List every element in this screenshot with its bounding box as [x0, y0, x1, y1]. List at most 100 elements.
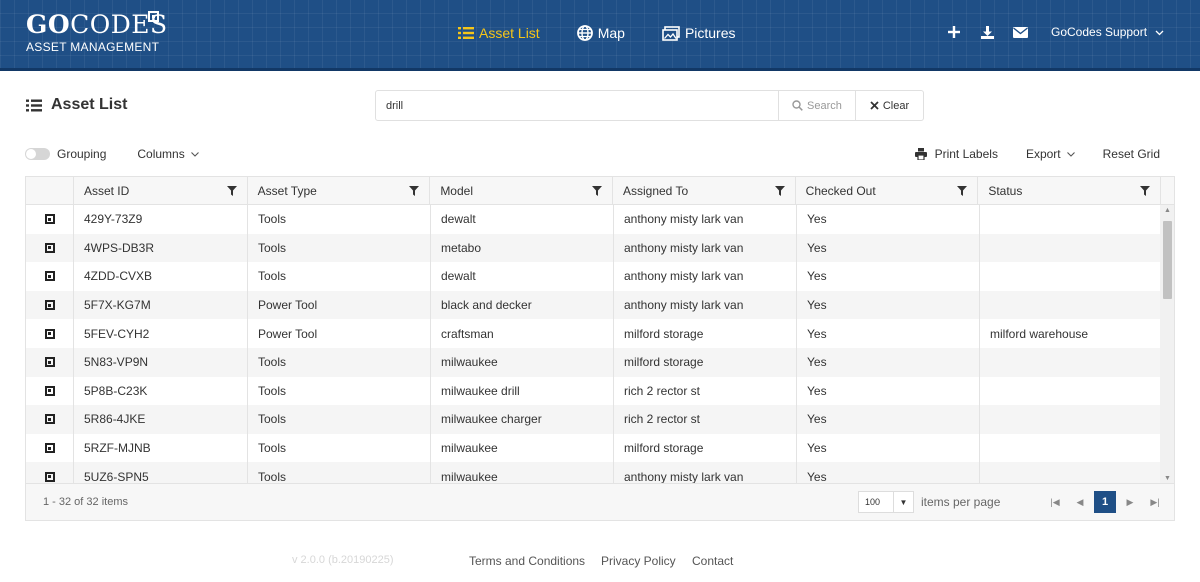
table-cell: milwaukee charger [430, 405, 613, 434]
row-select-checkbox[interactable] [44, 443, 55, 454]
search-button[interactable]: Search [779, 90, 856, 121]
top-header: GOCODES ASSET MANAGEMENT Asset List Map … [0, 0, 1200, 71]
column-header-asset-type[interactable]: Asset Type [246, 177, 430, 205]
row-select-checkbox[interactable] [44, 271, 55, 282]
scroll-up-icon[interactable]: ▲ [1164, 207, 1171, 214]
terms-link[interactable]: Terms and Conditions [469, 554, 586, 568]
table-cell: Tools [247, 262, 430, 291]
table-row[interactable]: 5R86-4JKE Tools milwaukee charger rich 2 re… [26, 405, 1174, 434]
nav-asset-list[interactable]: Asset List [458, 25, 540, 41]
row-select-checkbox[interactable] [44, 385, 55, 396]
row-select-checkbox[interactable] [44, 300, 55, 311]
page-title-text: Asset List [51, 96, 128, 113]
table-row[interactable]: 5N83-VP9N Tools milwaukee milford storage Ye… [26, 347, 1174, 377]
table-cell: Tools [247, 205, 430, 234]
grouping-toggle[interactable] [25, 148, 50, 160]
main-nav: Asset List Map Pictures [458, 25, 773, 41]
row-select-checkbox[interactable] [44, 471, 55, 482]
table-row[interactable]: 429Y-73Z9 Tools dewalt anthony misty lark v… [26, 205, 1174, 234]
filter-icon[interactable] [226, 186, 237, 196]
table-row[interactable]: 5F7X-KG7M Power Tool black and decker antho… [26, 290, 1174, 320]
nav-map[interactable]: Map [576, 25, 625, 41]
vertical-scrollbar[interactable]: ▲ ▼ [1160, 205, 1174, 484]
first-page-icon[interactable]: |◀ [1050, 496, 1060, 507]
filter-icon[interactable] [774, 186, 785, 196]
row-select-checkbox[interactable] [44, 357, 55, 368]
page-button-current[interactable]: 1 [1094, 491, 1116, 513]
row-select-checkbox[interactable] [44, 242, 55, 253]
table-cell: milwaukee drill [430, 376, 613, 406]
column-header-assigned-to[interactable]: Assigned To [611, 177, 795, 205]
list-icon [26, 99, 42, 112]
table-cell: anthony misty lark van [613, 462, 796, 484]
row-select-checkbox[interactable] [44, 414, 55, 425]
table-row[interactable]: 4WPS-DB3R Tools metabo anthony misty lark v… [26, 233, 1174, 263]
table-cell: Yes [796, 262, 979, 291]
table-cell [979, 433, 1162, 463]
printer-icon [914, 148, 927, 160]
grid-toolbar-right: Print Labels Export Reset Grid [887, 147, 1160, 161]
print-labels-button[interactable]: Print Labels [914, 147, 998, 161]
plus-icon[interactable] [946, 22, 962, 42]
privacy-link[interactable]: Privacy Policy [601, 554, 676, 568]
last-page-icon[interactable]: ▶| [1150, 496, 1160, 507]
user-menu[interactable]: GoCodes Support [1051, 25, 1164, 39]
select-column-header [26, 177, 73, 205]
columns-dropdown[interactable]: Columns [137, 147, 199, 161]
filter-icon[interactable] [1140, 186, 1150, 196]
table-cell: Yes [796, 462, 979, 484]
row-select-checkbox[interactable] [44, 214, 55, 225]
table-cell: Yes [796, 405, 979, 434]
grid-footer: 1 - 32 of 32 items 100 ▼ items per page … [26, 483, 1174, 520]
table-cell: Tools [247, 376, 430, 406]
nav-pictures[interactable]: Pictures [662, 25, 736, 41]
row-select-checkbox[interactable] [44, 328, 55, 339]
reset-grid-button[interactable]: Reset Grid [1103, 147, 1160, 161]
row-select-cell [26, 405, 73, 434]
logo-go: GO [26, 10, 71, 39]
page-size-select[interactable]: 100 ▼ [858, 491, 914, 513]
user-name: GoCodes Support [1051, 25, 1148, 39]
version-text: v 2.0.0 (b.20190225) [292, 554, 394, 566]
table-row[interactable]: 5P8B-C23K Tools milwaukee drill rich 2 rect… [26, 376, 1174, 406]
column-header-checked-out[interactable]: Checked Out [794, 177, 978, 205]
filter-icon[interactable] [957, 186, 968, 196]
logo-subtitle: ASSET MANAGEMENT [26, 40, 160, 54]
table-row[interactable]: 5FEV-CYH2 Power Tool craftsman milford stor… [26, 319, 1174, 348]
download-icon[interactable] [979, 22, 995, 42]
scrollbar-thumb[interactable] [1163, 221, 1172, 299]
column-header-status[interactable]: Status [977, 177, 1160, 205]
table-cell: Power Tool [247, 319, 430, 348]
table-cell [979, 262, 1162, 291]
table-row[interactable]: 4ZDD-CVXB Tools dewalt anthony misty lark v… [26, 262, 1174, 291]
table-row[interactable]: 5UZ6-SPN5 Tools milwaukee anthony misty lar… [26, 462, 1174, 484]
table-cell [979, 205, 1162, 234]
logo-text: GOCODES [26, 12, 168, 38]
envelope-icon[interactable] [1012, 22, 1028, 42]
table-cell: Yes [796, 347, 979, 377]
nav-pictures-label: Pictures [684, 25, 736, 41]
filter-icon[interactable] [591, 186, 602, 196]
contact-link[interactable]: Contact [692, 554, 734, 568]
table-cell: 5R86-4JKE [73, 405, 247, 434]
table-cell: craftsman [430, 319, 613, 348]
pagination: |◀ ◀ 1 ▶ ▶| [1044, 491, 1169, 513]
table-row[interactable]: 5RZF-MJNB Tools milwaukee milford storage Ye… [26, 433, 1174, 463]
items-count: 1 - 32 of 32 items [43, 496, 128, 508]
export-dropdown[interactable]: Export [1026, 147, 1075, 161]
filter-icon[interactable] [409, 186, 420, 196]
scroll-down-icon[interactable]: ▼ [1164, 475, 1171, 482]
column-header-asset-id[interactable]: Asset ID [72, 177, 247, 205]
search-input[interactable] [375, 90, 779, 121]
table-cell: Tools [247, 347, 430, 377]
column-header-model[interactable]: Model [429, 177, 612, 205]
clear-button[interactable]: Clear [855, 90, 925, 121]
chevron-down-icon [1155, 25, 1164, 39]
gocodes-logo[interactable]: GOCODES ASSET MANAGEMENT [26, 11, 168, 54]
column-header-label: Model [440, 184, 473, 198]
next-page-icon[interactable]: ▶ [1126, 496, 1134, 507]
scrollbar-header-spacer [1160, 177, 1174, 204]
table-cell: milford warehouse [979, 319, 1162, 348]
chevron-down-icon [190, 151, 199, 157]
prev-page-icon[interactable]: ◀ [1076, 496, 1084, 507]
